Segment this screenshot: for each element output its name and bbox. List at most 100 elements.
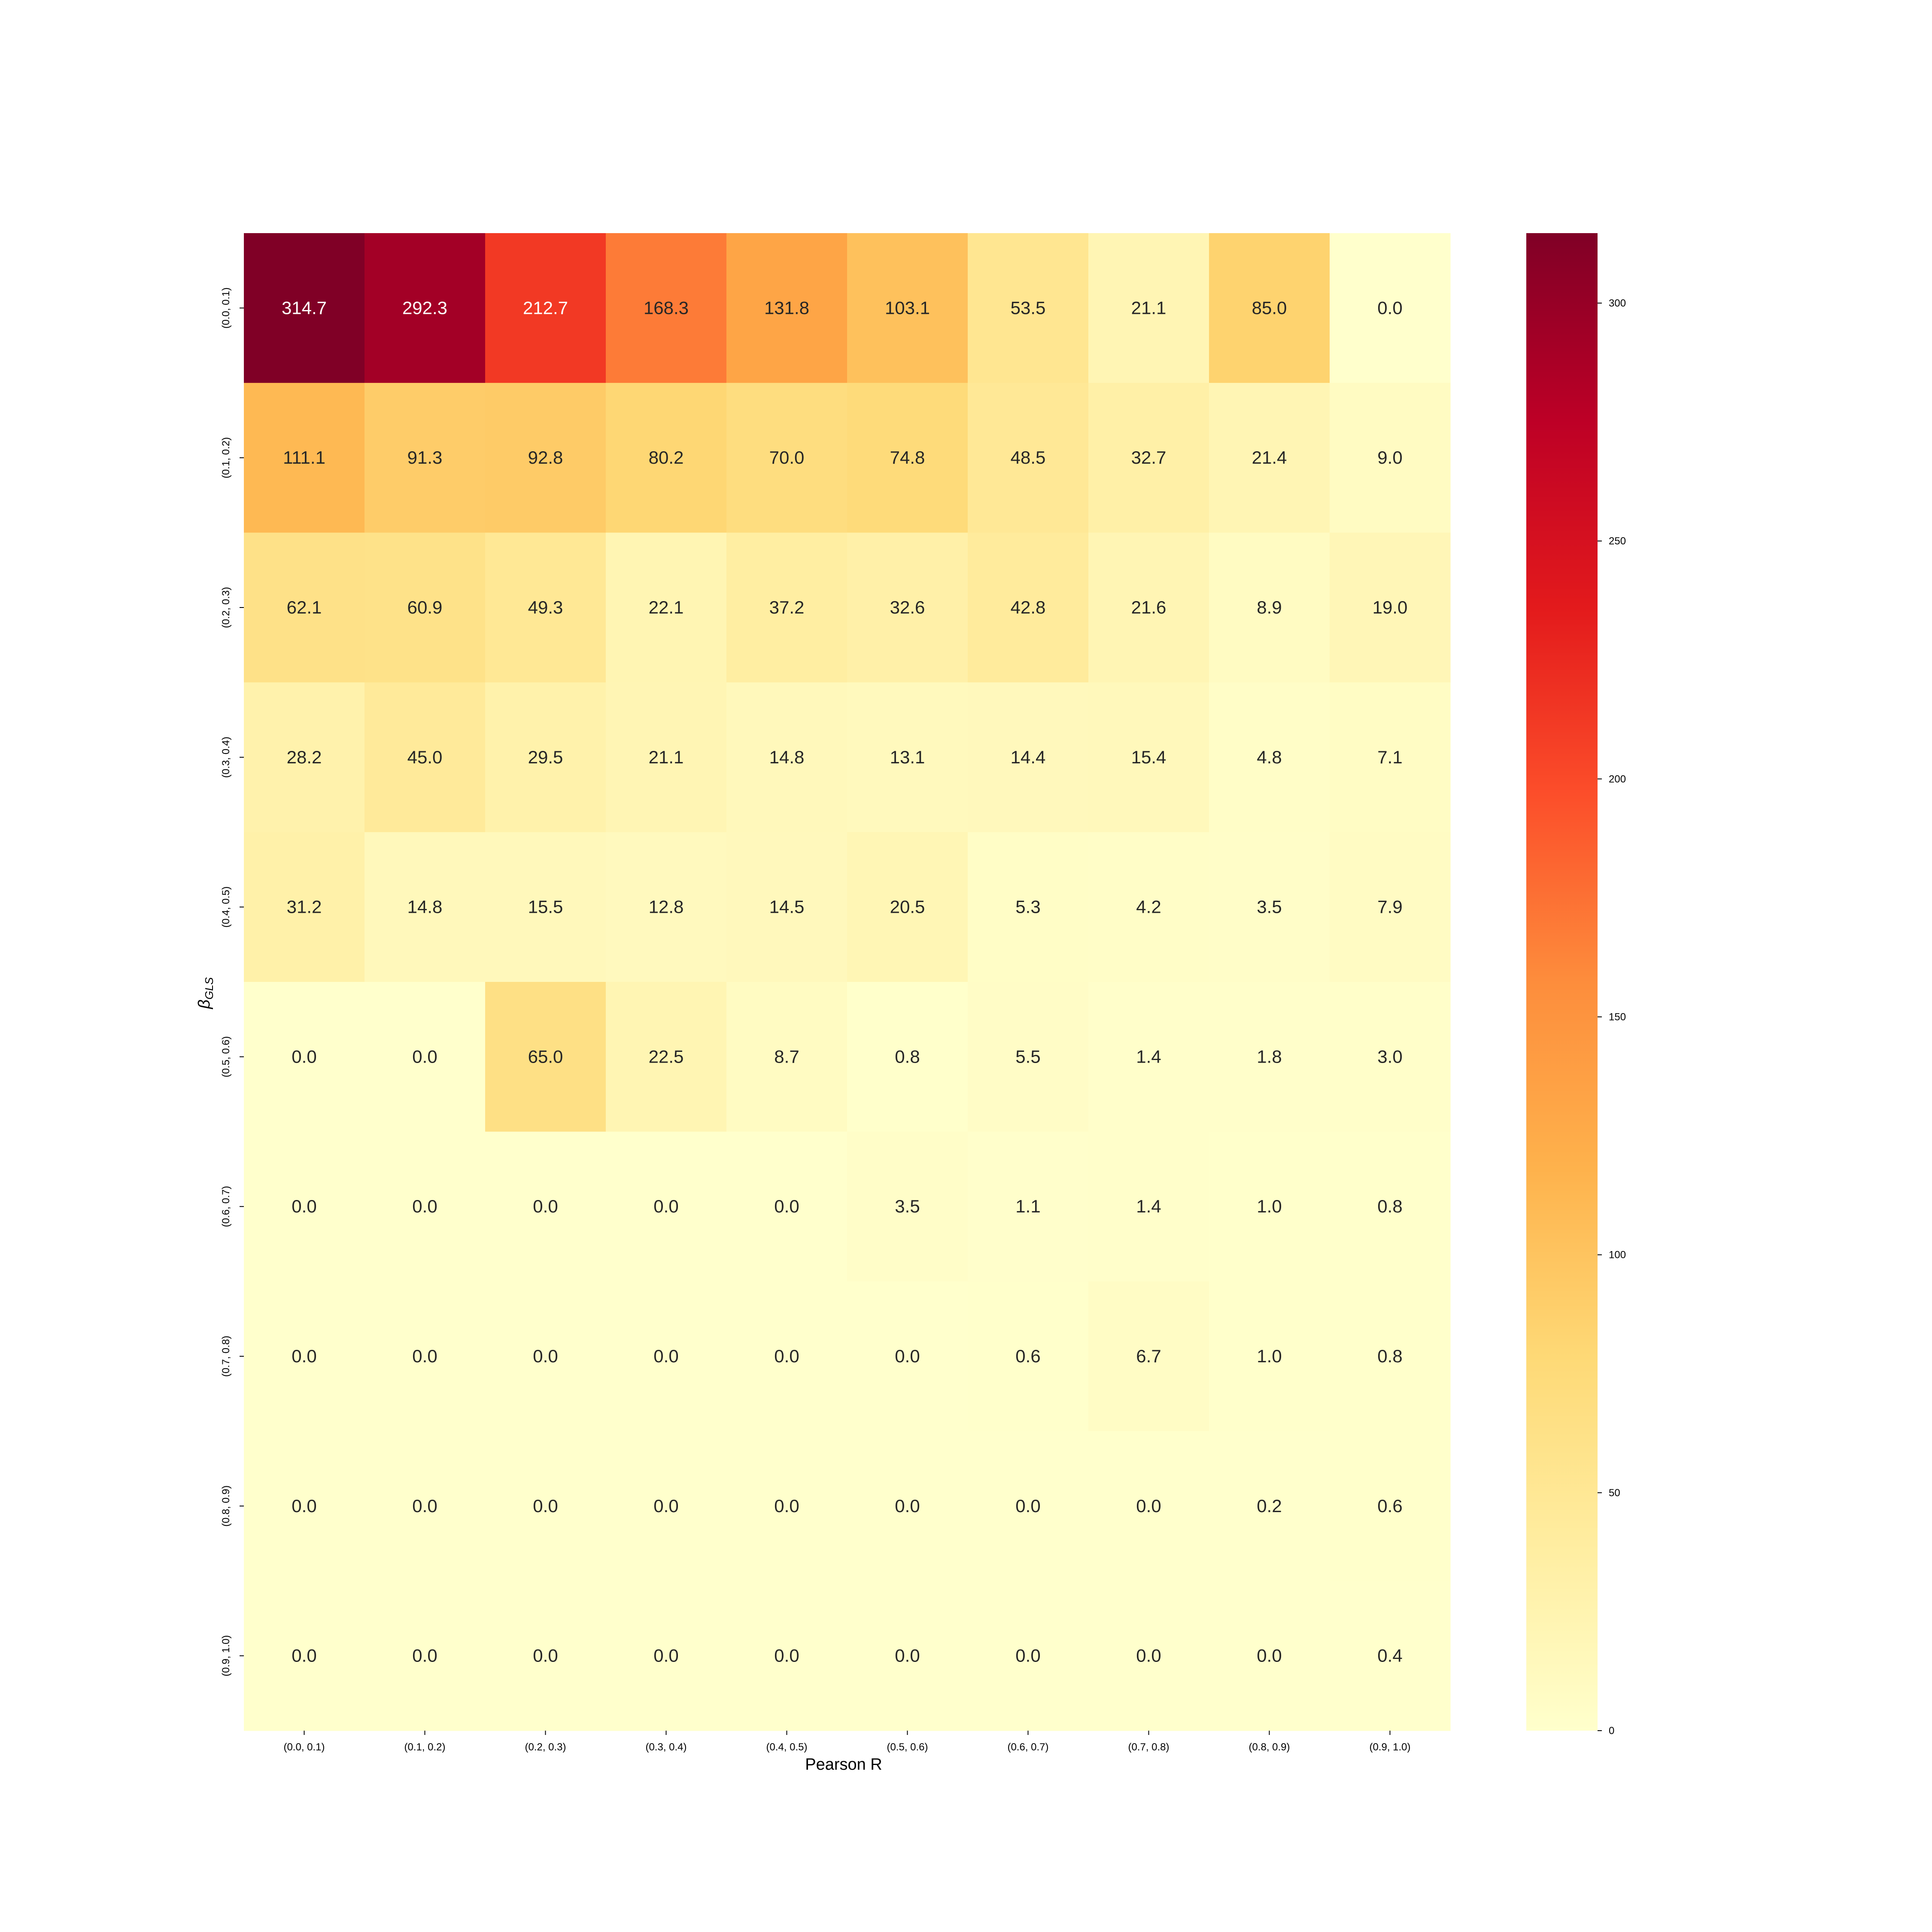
heatmap-cell [726,832,848,982]
cell-value-label: 48.5 [1011,447,1046,468]
heatmap-cell [1088,982,1209,1132]
heatmap-cell [244,532,365,683]
heatmap-cell [606,982,727,1132]
heatmap-cell [847,1431,968,1581]
heatmap-cell [365,532,486,683]
heatmap-cell [485,233,606,383]
heatmap-cell [726,1131,848,1282]
heatmap-cell [1330,682,1451,832]
heatmap-cell [1209,1581,1330,1731]
heatmap-cell [365,1281,486,1431]
colorbar-tick-label: 200 [1609,773,1626,785]
cell-value-label: 53.5 [1011,298,1046,318]
heatmap-cell [847,383,968,533]
heatmap-cell [968,383,1089,533]
heatmap-cell [1088,832,1209,982]
cell-value-label: 0.0 [292,1646,316,1666]
x-tick-label: (0.8, 0.9) [1249,1741,1290,1753]
cell-value-label: 0.0 [292,1346,316,1366]
heatmap-cell [968,832,1089,982]
cell-value-label: 0.4 [1377,1646,1402,1666]
cell-value-label: 22.1 [649,597,684,617]
heatmap-cell [968,982,1089,1132]
x-axis-label: Pearson R [805,1756,882,1774]
cell-value-label: 21.4 [1252,447,1287,468]
x-tick-label: (0.5, 0.6) [887,1741,928,1753]
cell-value-label: 0.0 [653,1346,678,1366]
y-axis-label: βGLS [195,977,216,1009]
cell-value-label: 0.0 [1377,298,1402,318]
heatmap-cell [1330,1581,1451,1731]
heatmap-cell [1330,832,1451,982]
heatmap-cell [485,1431,606,1581]
cell-value-label: 0.6 [1015,1346,1040,1366]
heatmap-cell [485,532,606,683]
cell-value-label: 14.8 [769,747,805,767]
cell-value-label: 0.8 [895,1046,920,1066]
heatmap-cell [365,832,486,982]
cell-value-label: 0.8 [1377,1346,1402,1366]
y-tick-label: (0.8, 0.9) [220,1485,232,1527]
heatmap-cell [485,1581,606,1731]
heatmap-cell [365,1131,486,1282]
cell-value-label: 0.0 [533,1346,558,1366]
colorbar-tick-label: 0 [1609,1725,1614,1737]
heatmap-cell [244,1281,365,1431]
cell-value-label: 0.0 [292,1496,316,1516]
cell-value-label: 0.0 [653,1646,678,1666]
cell-value-label: 0.0 [412,1046,437,1066]
cell-value-label: 0.0 [774,1196,799,1216]
heatmap-cell [1330,383,1451,533]
heatmap-cell [1209,1131,1330,1282]
cell-value-label: 19.0 [1373,597,1408,617]
heatmap-cell [606,233,727,383]
heatmap-cell [1209,532,1330,683]
heatmap-cell [1088,682,1209,832]
cell-value-label: 0.0 [412,1346,437,1366]
heatmap-cell [365,383,486,533]
heatmap-cell [847,532,968,683]
cell-value-label: 1.1 [1015,1196,1040,1216]
heatmap-cell [244,1131,365,1282]
y-tick-label: (0.0, 0.1) [220,287,232,328]
heatmap-cell [1209,682,1330,832]
heatmap-cell [1330,532,1451,683]
cell-value-label: 0.0 [774,1646,799,1666]
heatmap-cell [244,1581,365,1731]
heatmap-cells: 314.7 292.3 212.7 168.3 131.8 103.1 53.5 21.1 85… [244,233,1451,1731]
heatmap-cell [968,1131,1089,1282]
heatmap-cell [1209,1431,1330,1581]
heatmap-cell [847,233,968,383]
y-axis-ticks: (0.0, 0.1) (0.1, 0.2) (0.2, 0.3) (0.3, 0.4)… [220,287,244,1677]
heatmap-cell [485,1131,606,1282]
x-tick-label: (0.6, 0.7) [1007,1741,1048,1753]
cell-value-label: 0.0 [292,1046,316,1066]
cell-value-label: 22.5 [649,1046,684,1066]
colorbar-tick-label: 50 [1609,1487,1620,1499]
heatmap-cell [1209,1281,1330,1431]
heatmap-cell [726,233,848,383]
y-tick-label: (0.2, 0.3) [220,587,232,628]
x-tick-label: (0.1, 0.2) [404,1741,445,1753]
cell-value-label: 1.0 [1257,1196,1282,1216]
heatmap-cell [726,383,848,533]
heatmap-cell [1088,1131,1209,1282]
cell-value-label: 21.6 [1131,597,1166,617]
cell-value-label: 85.0 [1252,298,1287,318]
heatmap-cell [847,1131,968,1282]
heatmap-cell [485,682,606,832]
heatmap-cell [968,1281,1089,1431]
heatmap-cell [1330,1281,1451,1431]
heatmap-cell [244,832,365,982]
x-tick-label: (0.9, 1.0) [1369,1741,1410,1753]
heatmap-cell [1209,982,1330,1132]
cell-value-label: 15.5 [528,897,563,917]
cell-value-label: 7.9 [1377,897,1402,917]
cell-value-label: 0.0 [412,1646,437,1666]
cell-value-label: 12.8 [649,897,684,917]
heatmap-cell [606,532,727,683]
heatmap-cell [847,1281,968,1431]
cell-value-label: 0.0 [1136,1496,1161,1516]
cell-value-label: 91.3 [407,447,443,468]
